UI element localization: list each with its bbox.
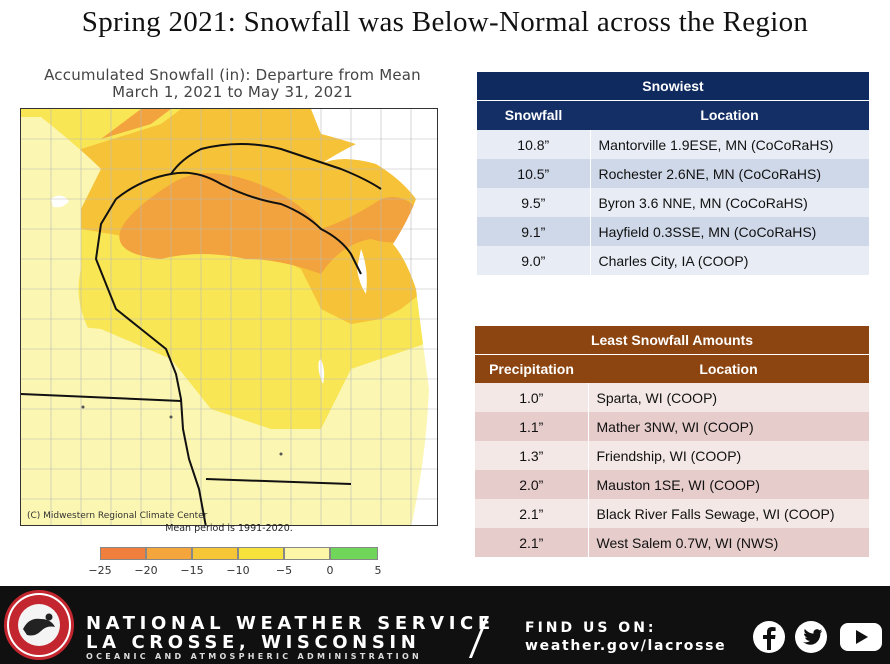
nws-logo (4, 590, 74, 660)
precipitation-value: 1.3” (475, 441, 588, 470)
table-row: 1.3” Friendship, WI (COOP) (475, 441, 869, 470)
location-name: Rochester 2.6NE, MN (CoCoRaHS) (589, 159, 869, 188)
least-snowfall-table: Least Snowfall Amounts Precipitation Loc… (475, 326, 869, 557)
legend-tick: −15 (180, 564, 204, 577)
table-row: 1.1” Mather 3NW, WI (COOP) (475, 412, 869, 441)
twitter-icon[interactable] (794, 620, 828, 654)
location-name: Sparta, WI (COOP) (587, 383, 869, 412)
map-graphic (21, 109, 437, 525)
cities (81, 405, 283, 456)
location-name: Byron 3.6 NNE, MN (CoCoRaHS) (589, 188, 869, 217)
youtube-icon[interactable] (838, 620, 884, 654)
location-name: Mantorville 1.9ESE, MN (CoCoRaHS) (589, 130, 869, 159)
snowiest-col-location: Location (590, 99, 869, 130)
location-name: West Salem 0.7W, WI (NWS) (587, 528, 869, 557)
map-credit: (C) Midwestern Regional Climate Center (27, 511, 208, 521)
table-row: 2.1” West Salem 0.7W, WI (NWS) (475, 528, 869, 557)
precipitation-value: 2.1” (475, 499, 588, 528)
legend-swatch-minus25 (100, 547, 146, 560)
location-name: Hayfield 0.3SSE, MN (CoCoRaHS) (589, 217, 869, 246)
legend-tick: 5 (374, 564, 382, 577)
nws-agency: OCEANIC AND ATMOSPHERIC ADMINISTRATION (86, 652, 423, 661)
map-zone-lightest-west (21, 117, 196, 525)
lake-michigan (321, 109, 437, 525)
map-zone-minus15-central (119, 173, 431, 274)
legend-swatch-minus5 (284, 547, 330, 560)
location-name: Mauston 1SE, WI (COOP) (587, 470, 869, 499)
mean-period-note: Mean period is 1991-2020. (165, 523, 293, 534)
table-row: 10.8” Mantorville 1.9ESE, MN (CoCoRaHS) (477, 130, 869, 159)
green-bay (357, 249, 367, 294)
table-row: 10.5” Rochester 2.6NE, MN (CoCoRaHS) (477, 159, 869, 188)
snowiest-col-snowfall: Snowfall (477, 99, 590, 130)
location-name: Mather 3NW, WI (COOP) (587, 412, 869, 441)
page-title: Spring 2021: Snowfall was Below-Normal a… (81, 6, 809, 38)
least-col-precipitation: Precipitation (475, 353, 588, 383)
snowiest-caption: Snowiest (477, 72, 869, 100)
map-date-range: March 1, 2021 to May 31, 2021 (112, 83, 353, 101)
table-row: 9.0” Charles City, IA (COOP) (477, 246, 869, 275)
table-row: 2.0” Mauston 1SE, WI (COOP) (475, 470, 869, 499)
location-name: Charles City, IA (COOP) (589, 246, 869, 275)
find-us-label: FIND US ON: (525, 620, 657, 636)
legend-swatch-minus10 (238, 547, 284, 560)
legend-swatch-0 (330, 547, 378, 560)
snowfall-value: 9.5” (477, 188, 590, 217)
precipitation-value: 1.0” (475, 383, 588, 412)
table-row: 2.1” Black River Falls Sewage, WI (COOP) (475, 499, 869, 528)
snowiest-table: Snowiest Snowfall Location 10.8” Mantorvi… (477, 72, 869, 275)
lake-superior (311, 109, 437, 152)
snowfall-departure-map-panel: Accumulated Snowfall (in): Departure fro… (20, 66, 445, 586)
snowfall-value: 10.8” (477, 130, 590, 159)
table-row: 9.1” Hayfield 0.3SSE, MN (CoCoRaHS) (477, 217, 869, 246)
precipitation-value: 2.0” (475, 470, 588, 499)
lake-west (51, 195, 69, 208)
nws-logo-graphic (9, 595, 69, 655)
county-borders (21, 109, 437, 525)
legend-tick: −25 (88, 564, 112, 577)
map-legend: −25 −20 −15 −10 −5 0 5 (88, 547, 382, 577)
location-name: Black River Falls Sewage, WI (COOP) (587, 499, 869, 528)
precipitation-value: 2.1” (475, 528, 588, 557)
least-col-location: Location (588, 353, 869, 383)
legend-swatch-minus15 (192, 547, 238, 560)
table-row: 9.5” Byron 3.6 NNE, MN (CoCoRaHS) (477, 188, 869, 217)
legend-tick: −5 (275, 564, 293, 577)
legend-swatch-minus20 (146, 547, 192, 560)
website-link[interactable]: weather.gov/lacrosse (525, 638, 727, 654)
facebook-icon[interactable] (752, 620, 786, 654)
least-caption: Least Snowfall Amounts (475, 326, 869, 354)
legend-tick: 0 (326, 564, 334, 577)
snowfall-departure-map: (C) Midwestern Regional Climate Center (20, 108, 438, 526)
map-zone-minus15-north (101, 109, 171, 139)
precipitation-value: 1.1” (475, 412, 588, 441)
nws-office: LA CROSSE, WISCONSIN (86, 632, 421, 653)
legend-tick: −20 (134, 564, 158, 577)
snowfall-value: 10.5” (477, 159, 590, 188)
map-heading: Accumulated Snowfall (in): Departure fro… (44, 66, 421, 84)
snowfall-value: 9.0” (477, 246, 590, 275)
table-row: 1.0” Sparta, WI (COOP) (475, 383, 869, 412)
legend-tick: −10 (226, 564, 250, 577)
snowfall-value: 9.1” (477, 217, 590, 246)
lake-winnebago (318, 359, 325, 384)
location-name: Friendship, WI (COOP) (587, 441, 869, 470)
footer-banner: NATIONAL WEATHER SERVICE LA CROSSE, WISC… (0, 586, 890, 664)
nws-name: NATIONAL WEATHER SERVICE (86, 613, 495, 634)
state-borders (21, 143, 382, 525)
